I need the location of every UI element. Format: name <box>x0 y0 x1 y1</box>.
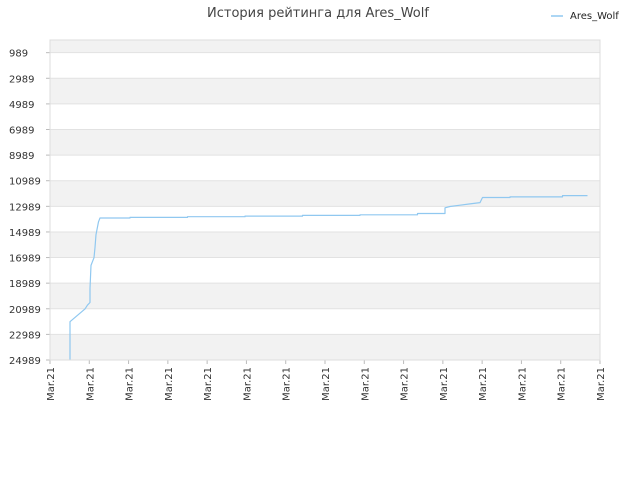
legend-label: Ares_Wolf <box>570 11 619 22</box>
x-tick-label: Mar.21 <box>203 367 214 401</box>
plot-band <box>50 78 600 104</box>
plot-bands <box>50 40 600 360</box>
x-tick-label: Mar.21 <box>478 367 489 401</box>
x-tick-label: Mar.21 <box>164 367 175 401</box>
x-tick-label: Mar.21 <box>596 367 607 401</box>
series-line <box>69 195 588 360</box>
x-tick-label: Mar.21 <box>125 367 136 401</box>
y-tick-label: 18989 <box>9 279 41 290</box>
y-axis-ticks: 989 2989 4989 6989 8989 10989 12989 14989 16989 1… <box>9 49 50 367</box>
plot-frame <box>49 39 601 361</box>
y-tick-label: 10989 <box>9 177 41 188</box>
x-tick-label: Mar.21 <box>400 367 411 401</box>
plot-band <box>50 308 600 335</box>
plot-band <box>50 231 600 258</box>
y-tick-label: 8989 <box>9 151 34 162</box>
series-layer <box>69 195 588 360</box>
plot-band <box>50 103 600 130</box>
x-tick-label: Mar.21 <box>282 367 293 401</box>
y-tick-label: 989 <box>9 49 28 60</box>
y-tick-label: 2989 <box>9 74 34 85</box>
x-tick-label: Mar.21 <box>439 367 450 401</box>
x-tick-label: Mar.21 <box>46 367 57 401</box>
x-tick-label: Mar.21 <box>85 367 96 401</box>
plot-band <box>50 206 600 232</box>
plot-band <box>50 52 600 79</box>
plot-band <box>50 129 600 156</box>
y-tick-label: 14989 <box>9 228 41 239</box>
legend: Ares_Wolf <box>551 11 619 22</box>
x-tick-label: Mar.21 <box>517 367 528 401</box>
y-tick-label: 16989 <box>9 254 41 265</box>
plot-band <box>50 155 600 181</box>
x-tick-label: Mar.21 <box>360 367 371 401</box>
plot-band <box>50 334 600 360</box>
plot-band <box>50 40 600 53</box>
x-tick-label: Mar.21 <box>321 367 332 401</box>
y-tick-label: 22989 <box>9 330 41 341</box>
x-axis-ticks: Mar.21 Mar.21 Mar.21 Mar.21 Mar.21 Mar.21 Mar.… <box>46 360 607 401</box>
y-tick-label: 4989 <box>9 100 34 111</box>
chart-title: История рейтинга для Ares_Wolf <box>207 6 429 21</box>
y-tick-label: 24989 <box>9 356 41 367</box>
y-tick-label: 12989 <box>9 202 41 213</box>
plot-band <box>50 283 600 309</box>
plot-band <box>50 180 600 207</box>
y-tick-label: 20989 <box>9 305 41 316</box>
plot-band <box>50 257 600 284</box>
x-tick-label: Mar.21 <box>242 367 253 401</box>
y-tick-label: 6989 <box>9 125 34 136</box>
x-tick-label: Mar.21 <box>557 367 568 401</box>
